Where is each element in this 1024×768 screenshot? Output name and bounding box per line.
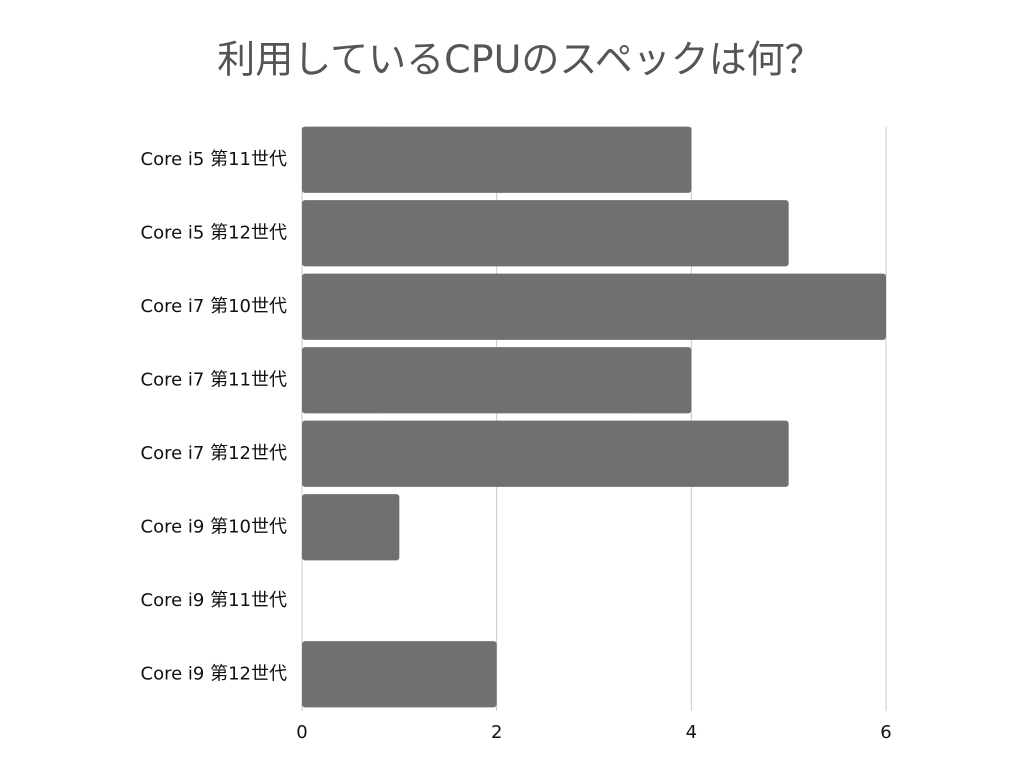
y-tick-label: Core i5 第12世代 — [141, 222, 287, 243]
bar — [302, 126, 692, 193]
bar — [302, 347, 692, 414]
y-tick-label: Core i7 第12世代 — [141, 443, 287, 464]
y-tick-label: Core i9 第11世代 — [141, 590, 287, 611]
bar — [302, 641, 497, 708]
x-tick-label: 0 — [296, 722, 307, 743]
y-tick-label: Core i9 第12世代 — [141, 663, 287, 684]
x-tick-label: 2 — [491, 722, 502, 743]
y-tick-label: Core i7 第11世代 — [141, 369, 287, 390]
x-tick-label: 6 — [880, 722, 891, 743]
x-tick-label: 4 — [686, 722, 697, 743]
y-tick-label: Core i9 第10世代 — [141, 516, 287, 537]
bar — [302, 200, 789, 267]
y-tick-label: Core i5 第11世代 — [141, 149, 287, 170]
bar — [302, 420, 789, 487]
chart-title: 利用しているCPUのスペックは何？ — [217, 38, 822, 82]
bar — [302, 273, 886, 340]
y-tick-label: Core i7 第10世代 — [141, 296, 287, 317]
bar — [302, 494, 400, 561]
